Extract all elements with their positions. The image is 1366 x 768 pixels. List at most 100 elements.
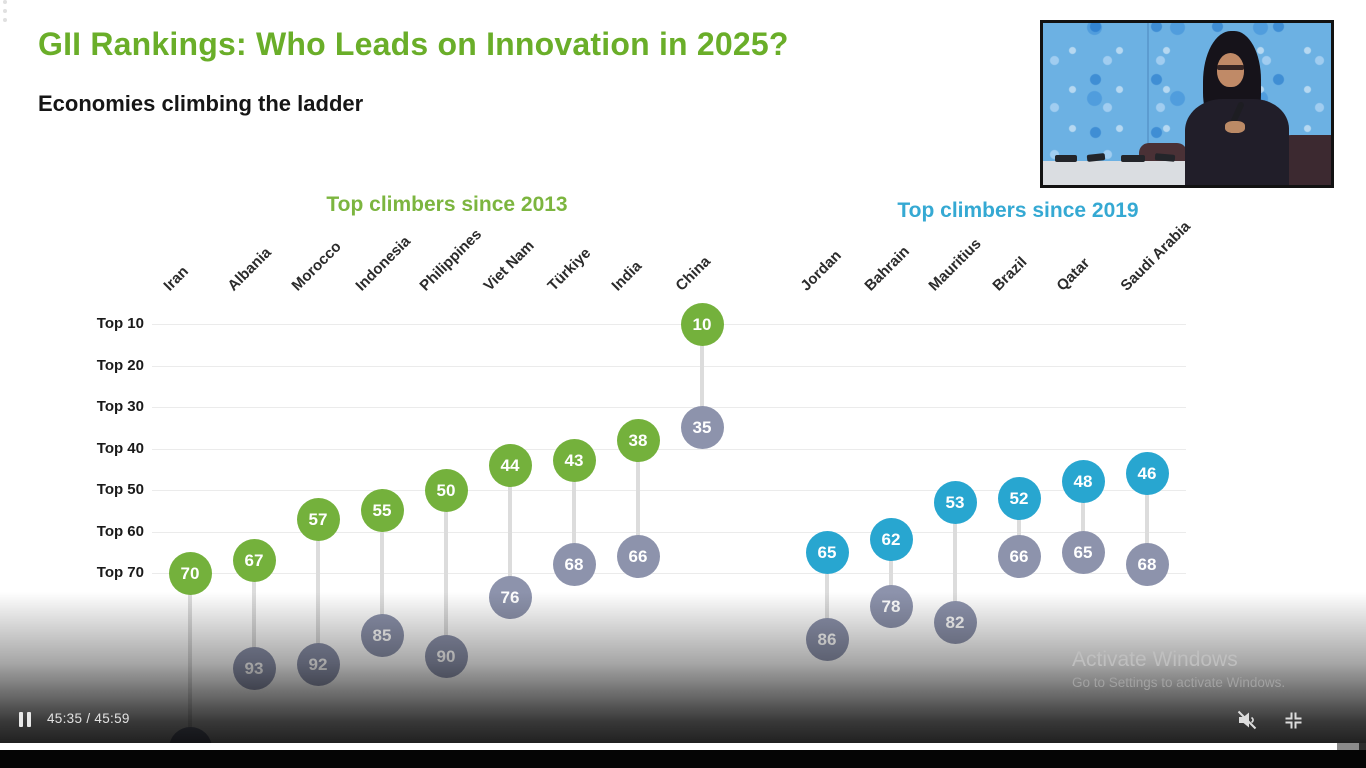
speaker-glasses (1217, 65, 1244, 70)
past-rank-circle: 86 (805, 617, 849, 661)
current-rank-circle: 52 (997, 476, 1041, 520)
dumbbell-stem (1081, 481, 1085, 553)
progress-played (0, 743, 1338, 750)
current-rank-circle: 62 (869, 518, 913, 562)
kebab-menu-icon (3, 0, 7, 4)
dumbbell-stem (1017, 498, 1021, 557)
past-rank-circle: 78 (869, 584, 913, 628)
current-rank-circle: 48 (1061, 460, 1105, 504)
dumbbell-stem (188, 573, 192, 748)
current-rank-circle: 50 (424, 468, 468, 512)
y-axis-tick-label: Top 50 (96, 481, 144, 498)
current-rank-circle: 65 (805, 530, 849, 574)
speaker-hands (1225, 121, 1245, 133)
watermark-line1: Activate Windows (1072, 648, 1238, 671)
speaker-face (1217, 53, 1244, 87)
past-rank-circle: 68 (552, 543, 596, 587)
past-rank-circle: 68 (1125, 543, 1169, 587)
past-rank-circle: 35 (680, 406, 724, 450)
dumbbell-stem (700, 324, 704, 428)
y-axis-tick-label: Top 70 (96, 564, 144, 581)
past-rank-circle: 90 (424, 634, 468, 678)
y-axis-tick-label: Top 60 (96, 522, 144, 540)
country-label: Qatar (1053, 254, 1094, 295)
kebab-menu-icon (3, 18, 7, 22)
current-rank-circle: 70 (168, 551, 212, 595)
dumbbell-stem (1145, 473, 1149, 565)
slide-title: GII Rankings: Who Leads on Innovation in… (38, 26, 789, 62)
pause-icon (19, 712, 23, 727)
time-display: 45:35 / 45:59 (47, 711, 130, 726)
dumbbell-stem (380, 510, 384, 636)
kebab-menu-icon (3, 9, 7, 13)
country-label: Viet Nam (480, 237, 538, 295)
more-options-button[interactable] (0, 0, 10, 22)
current-rank-circle: 10 (680, 302, 724, 346)
country-label: Mauritius (925, 235, 985, 295)
gridline (152, 324, 1186, 325)
past-rank-circle: 66 (616, 534, 660, 578)
y-axis-tick-label: Top 20 (96, 356, 144, 374)
country-label: Türkiye (544, 244, 595, 295)
stage-table (1043, 161, 1195, 185)
mute-button[interactable] (1235, 708, 1259, 732)
current-rank-circle: 55 (360, 489, 404, 533)
current-rank-circle: 57 (296, 497, 340, 541)
country-label: India (608, 257, 646, 295)
current-rank-circle: 44 (488, 443, 532, 487)
dumbbell-stem (953, 502, 957, 623)
pause-button[interactable] (19, 712, 31, 727)
backdrop-seam (1147, 23, 1149, 185)
past-rank-circle: 76 (488, 576, 532, 620)
country-label: Brazil (989, 253, 1031, 295)
y-axis-tick-label: Top 40 (96, 439, 144, 457)
gridline (152, 365, 1186, 367)
country-label: Jordan (797, 247, 845, 295)
group-header-2013: Top climbers since 2013 (326, 193, 568, 216)
fullscreen-button[interactable] (1283, 710, 1304, 731)
y-axis-tick-label: Top 30 (96, 398, 144, 415)
country-label: Indonesia (352, 232, 414, 295)
dumbbell-stem (316, 519, 320, 665)
progress-bar[interactable] (0, 743, 1366, 750)
y-axis-tick-label: Top 10 (96, 315, 144, 332)
gridline (152, 407, 1186, 408)
muted-speaker-icon (1237, 710, 1257, 730)
current-rank-circle: 67 (232, 539, 276, 583)
speaker-video (1040, 20, 1334, 188)
table-item (1055, 155, 1077, 162)
current-rank-circle: 43 (552, 439, 596, 483)
fullscreen-icon (1285, 712, 1302, 729)
dumbbell-stem (444, 490, 448, 656)
current-rank-circle: 38 (616, 418, 660, 462)
gridline (152, 490, 1186, 491)
current-rank-circle: 46 (1125, 451, 1169, 495)
country-label: Bahrain (861, 242, 913, 295)
dumbbell-stem (508, 465, 512, 598)
pause-icon (27, 712, 31, 727)
current-rank-circle: 53 (933, 480, 977, 524)
dumbbell-stem (889, 539, 893, 607)
country-label: Saudi Arabia (1117, 217, 1194, 295)
table-item (1121, 155, 1145, 162)
country-label: Morocco (288, 238, 345, 295)
past-rank-circle: 65 (1061, 530, 1105, 574)
past-rank-circle: 93 (232, 646, 276, 690)
country-label: Iran (160, 262, 192, 295)
player-bottom-strip (0, 750, 1366, 768)
windows-activation-watermark: Activate Windows Go to Settings to activ… (1072, 648, 1285, 690)
dumbbell-stem (572, 460, 576, 565)
past-rank-circle: 85 (360, 613, 404, 657)
slide-subtitle: Economies climbing the ladder (38, 91, 364, 116)
group-header-2019: Top climbers since 2019 (897, 199, 1139, 222)
watermark-line2: Go to Settings to activate Windows. (1072, 675, 1286, 690)
country-label: Philippines (416, 225, 486, 295)
gridline (152, 448, 1186, 450)
past-rank-circle: 92 (296, 642, 340, 686)
country-label: China (672, 252, 714, 295)
past-rank-circle: 66 (997, 534, 1041, 578)
past-rank-circle: 82 (933, 601, 977, 645)
gridline (152, 531, 1186, 533)
dumbbell-stem (636, 440, 640, 557)
